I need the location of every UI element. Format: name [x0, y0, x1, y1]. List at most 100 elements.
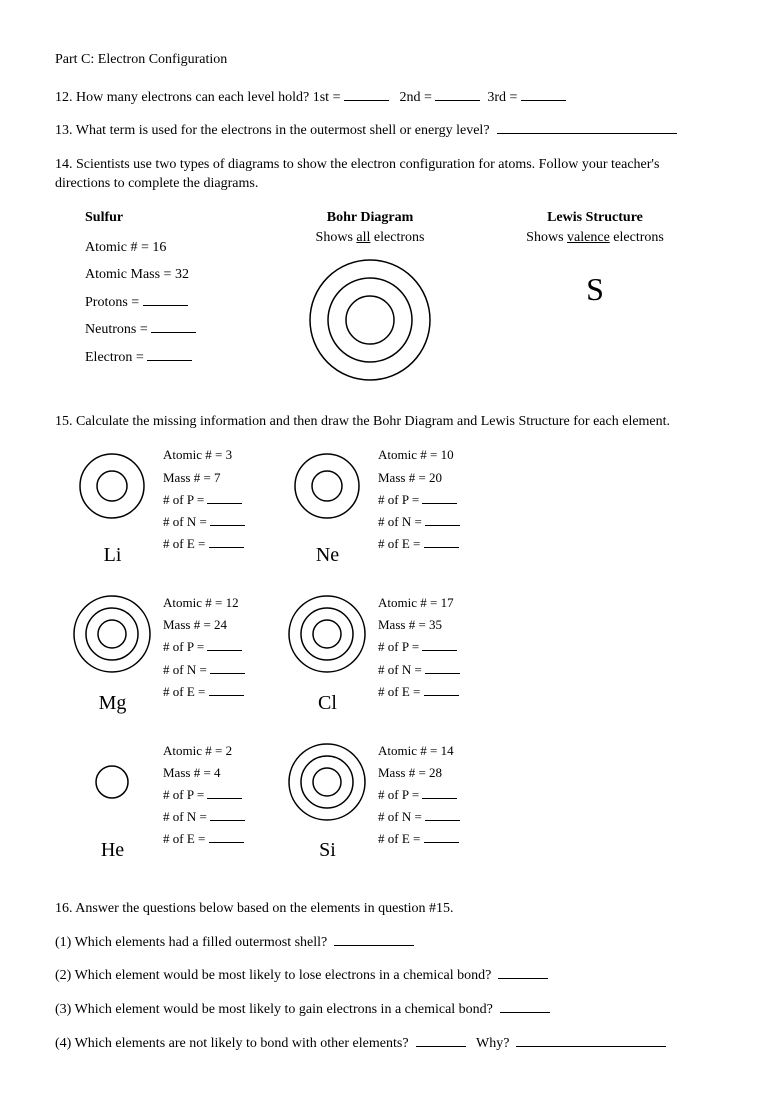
blank-n[interactable] — [210, 808, 245, 821]
element-cell-li: Li Atomic # = 3 Mass # = 7 # of P = # of… — [70, 446, 285, 569]
sq4a-text: (4) Which elements are not likely to bon… — [55, 1036, 409, 1051]
sulfur-name: Sulfur — [85, 208, 265, 228]
element-diagram: Si — [285, 742, 370, 865]
element-diagram: He — [70, 742, 155, 865]
mass-number: Mass # = 24 — [163, 616, 245, 634]
mass-number: Mass # = 4 — [163, 764, 245, 782]
subq-4: (4) Which elements are not likely to bon… — [55, 1034, 713, 1054]
atomic-number: Atomic # = 14 — [378, 742, 460, 760]
atomic-number: Atomic # = 10 — [378, 446, 460, 464]
blank-1st[interactable] — [344, 88, 389, 101]
blank-p[interactable] — [422, 491, 457, 504]
element-symbol: Cl — [285, 689, 370, 717]
electrons-row: # of E = — [378, 683, 460, 701]
blank-e[interactable] — [424, 535, 459, 548]
blank-sq3[interactable] — [500, 1000, 550, 1013]
atomic-number: Atomic # = 2 — [163, 742, 245, 760]
blank-p[interactable] — [422, 638, 457, 651]
element-diagram: Mg — [70, 594, 155, 717]
element-symbol: Mg — [70, 689, 155, 717]
element-cell-ne: Ne Atomic # = 10 Mass # = 20 # of P = # … — [285, 446, 500, 569]
sulfur-neutrons-label: Neutrons = — [85, 322, 148, 337]
element-data: Atomic # = 14 Mass # = 28 # of P = # of … — [378, 742, 460, 853]
mass-number: Mass # = 28 — [378, 764, 460, 782]
question-16: 16. Answer the questions below based on … — [55, 899, 713, 919]
electrons-row: # of E = — [163, 830, 245, 848]
bohr-subtitle: Shows all electrons — [265, 228, 475, 248]
blank-n[interactable] — [425, 808, 460, 821]
question-14: 14. Scientists use two types of diagrams… — [55, 155, 713, 194]
electrons-row: # of E = — [163, 683, 245, 701]
q12-text-a: 12. How many electrons can each level ho… — [55, 90, 340, 105]
blank-n[interactable] — [210, 513, 245, 526]
blank-3rd[interactable] — [521, 88, 566, 101]
neutrons-row: # of N = — [378, 661, 460, 679]
blank-sq1[interactable] — [334, 933, 414, 946]
element-data: Atomic # = 12 Mass # = 24 # of P = # of … — [163, 594, 245, 705]
question-13: 13. What term is used for the electrons … — [55, 121, 713, 141]
lewis-symbol: S — [495, 267, 695, 312]
question-15: 15. Calculate the missing information an… — [55, 412, 713, 432]
blank-e[interactable] — [424, 830, 459, 843]
blank-p[interactable] — [207, 786, 242, 799]
bohr-diagram-icon — [70, 742, 155, 822]
electrons-row: # of E = — [378, 830, 460, 848]
blank-e[interactable] — [209, 830, 244, 843]
blank-2nd[interactable] — [435, 88, 480, 101]
bohr-diagram-icon — [70, 446, 155, 526]
blank-sq4b[interactable] — [516, 1034, 666, 1047]
blank-n[interactable] — [425, 661, 460, 674]
blank-e[interactable] — [209, 535, 244, 548]
blank-p[interactable] — [207, 638, 242, 651]
lewis-column: Lewis Structure Shows valence electrons … — [495, 208, 695, 392]
sulfur-mass: Atomic Mass = 32 — [85, 265, 265, 285]
blank-n[interactable] — [210, 661, 245, 674]
bohr-sub2: electrons — [370, 230, 424, 245]
blank-e[interactable] — [424, 683, 459, 696]
q12-text-b: 2nd = — [399, 90, 431, 105]
bohr-sub-u: all — [356, 230, 370, 245]
subq-1: (1) Which elements had a filled outermos… — [55, 933, 713, 953]
blank-neutrons[interactable] — [151, 320, 196, 333]
lewis-sub2: electrons — [610, 230, 664, 245]
sulfur-data: Sulfur Atomic # = 16 Atomic Mass = 32 Pr… — [85, 208, 265, 392]
subq-2: (2) Which element would be most likely t… — [55, 966, 713, 986]
bohr-diagram-icon — [285, 742, 370, 822]
element-data: Atomic # = 2 Mass # = 4 # of P = # of N … — [163, 742, 245, 853]
atomic-number: Atomic # = 17 — [378, 594, 460, 612]
sulfur-section: Sulfur Atomic # = 16 Atomic Mass = 32 Pr… — [85, 208, 713, 392]
part-title: Part C: Electron Configuration — [55, 50, 713, 70]
neutrons-row: # of N = — [163, 661, 245, 679]
bohr-sub1: Shows — [316, 230, 357, 245]
blank-sq4a[interactable] — [416, 1034, 466, 1047]
bohr-diagram-icon — [285, 594, 370, 674]
element-data: Atomic # = 3 Mass # = 7 # of P = # of N … — [163, 446, 245, 557]
blank-e[interactable] — [209, 683, 244, 696]
lewis-sub-u: valence — [567, 230, 610, 245]
electrons-row: # of E = — [378, 535, 460, 553]
blank-p[interactable] — [422, 786, 457, 799]
elements-grid: Li Atomic # = 3 Mass # = 7 # of P = # of… — [70, 446, 713, 889]
element-data: Atomic # = 17 Mass # = 35 # of P = # of … — [378, 594, 460, 705]
lewis-sub1: Shows — [526, 230, 567, 245]
blank-protons[interactable] — [143, 293, 188, 306]
element-diagram: Cl — [285, 594, 370, 717]
question-12: 12. How many electrons can each level ho… — [55, 88, 713, 108]
sulfur-electron-label: Electron = — [85, 350, 144, 365]
q13-text: 13. What term is used for the electrons … — [55, 123, 490, 138]
mass-number: Mass # = 35 — [378, 616, 460, 634]
blank-sq2[interactable] — [498, 966, 548, 979]
neutrons-row: # of N = — [378, 513, 460, 531]
lewis-subtitle: Shows valence electrons — [495, 228, 695, 248]
bohr-title: Bohr Diagram — [265, 208, 475, 228]
q12-text-c: 3rd = — [487, 90, 517, 105]
blank-electron[interactable] — [147, 348, 192, 361]
blank-n[interactable] — [425, 513, 460, 526]
blank-q13[interactable] — [497, 121, 677, 134]
blank-p[interactable] — [207, 491, 242, 504]
sulfur-neutrons: Neutrons = — [85, 320, 265, 340]
element-symbol: Li — [70, 541, 155, 569]
sulfur-electron: Electron = — [85, 348, 265, 368]
protons-row: # of P = — [163, 638, 245, 656]
bohr-diagram-icon — [285, 446, 370, 526]
